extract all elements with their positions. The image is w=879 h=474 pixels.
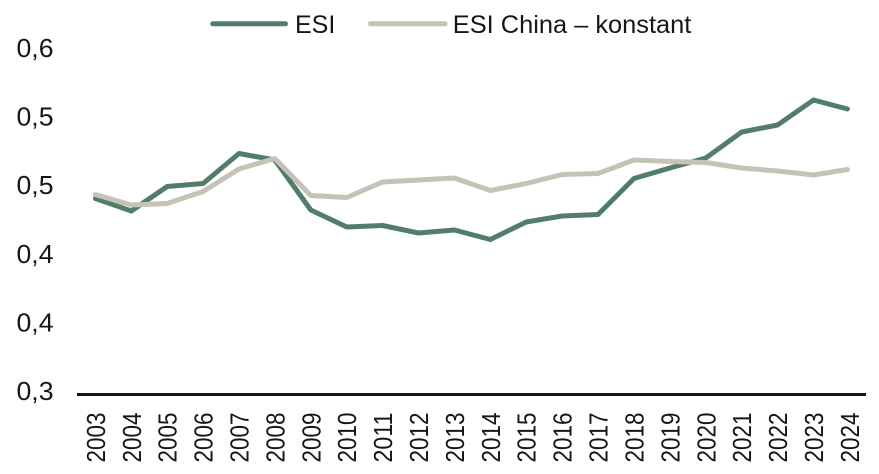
svg-text:2006: 2006 <box>189 413 219 463</box>
svg-text:0,5: 0,5 <box>17 170 54 200</box>
svg-text:0,3: 0,3 <box>17 376 54 406</box>
svg-text:2009: 2009 <box>296 413 326 463</box>
svg-text:2003: 2003 <box>81 413 111 463</box>
svg-text:2008: 2008 <box>260 413 290 463</box>
svg-text:0,6: 0,6 <box>17 33 54 63</box>
svg-text:2019: 2019 <box>655 413 685 463</box>
svg-text:0,5: 0,5 <box>17 102 54 132</box>
svg-text:2012: 2012 <box>404 413 434 463</box>
svg-text:2011: 2011 <box>368 413 398 463</box>
svg-text:2021: 2021 <box>727 413 757 463</box>
svg-text:2004: 2004 <box>117 413 147 463</box>
svg-text:2005: 2005 <box>153 413 183 463</box>
svg-text:ESI: ESI <box>295 11 335 39</box>
svg-text:2017: 2017 <box>584 413 614 463</box>
svg-text:2022: 2022 <box>763 413 793 463</box>
svg-text:2024: 2024 <box>835 413 865 463</box>
svg-text:2010: 2010 <box>332 413 362 463</box>
svg-text:2013: 2013 <box>440 413 470 463</box>
svg-text:2016: 2016 <box>548 413 578 463</box>
svg-text:ESI China – konstant: ESI China – konstant <box>453 11 692 39</box>
svg-text:0,4: 0,4 <box>17 239 54 269</box>
svg-text:2018: 2018 <box>620 413 650 463</box>
svg-text:2020: 2020 <box>691 413 721 463</box>
svg-text:2014: 2014 <box>476 413 506 463</box>
svg-text:2007: 2007 <box>225 413 255 463</box>
svg-text:2015: 2015 <box>512 413 542 463</box>
svg-text:0,4: 0,4 <box>17 307 54 337</box>
svg-text:2023: 2023 <box>799 413 829 463</box>
